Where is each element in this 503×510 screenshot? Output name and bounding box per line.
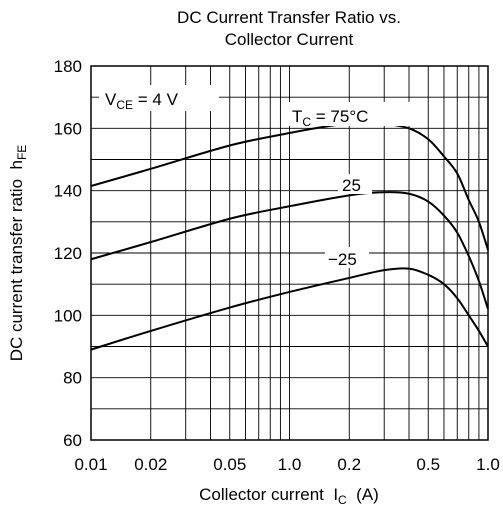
y-tick-label: 160	[54, 119, 82, 138]
plot-frame	[90, 65, 489, 441]
chart-title-line: DC Current Transfer Ratio vs.	[177, 8, 401, 27]
series-label-0: TC = 75°C	[292, 107, 368, 129]
y-tick-label: 100	[54, 306, 82, 325]
y-axis-label: DC current transfer ratio hFE	[7, 145, 29, 362]
series-label-1: 25	[342, 176, 361, 195]
vce-label-bg	[99, 85, 219, 111]
series-label-2: −25	[328, 250, 357, 269]
chart-title-line: Collector Current	[225, 30, 354, 49]
chart-labels: VCE = 4 V TC = 75°C 25 −25	[99, 85, 420, 269]
x-axis-label: Collector current IC (A)	[199, 485, 379, 507]
chart-titles: DC Current Transfer Ratio vs. Collector C…	[177, 8, 401, 49]
x-tick-label: 0.2	[337, 455, 361, 474]
vce-label-part: V	[105, 90, 117, 109]
series-label-0-box-bg	[288, 102, 420, 126]
x-tick-label: 1.0	[476, 455, 500, 474]
series-label-1-part: 25	[342, 176, 361, 195]
y-tick-label: 60	[63, 431, 82, 450]
x-tick-label: 0.5	[416, 455, 440, 474]
y-axis-label-part: FE	[15, 145, 29, 160]
series-label-1-box-bg	[338, 174, 372, 194]
series-line-2	[90, 267, 489, 351]
y-tick-label: 180	[54, 57, 82, 76]
series-label-2-box-bg	[325, 247, 369, 268]
x-tick-label: 1.0	[278, 455, 302, 474]
y-axis-label-part: DC current transfer ratio h	[7, 160, 26, 361]
axis-labels: Collector current IC (A) DC current trans…	[7, 145, 379, 507]
x-axis-label-part: C	[338, 493, 347, 507]
series-label-2-part: −25	[328, 250, 357, 269]
vce-label-part: CE	[116, 98, 133, 112]
x-axis-label-part: (A)	[347, 485, 379, 504]
series-label-0-part: T	[292, 107, 302, 126]
x-tick-label: 0.02	[134, 455, 167, 474]
vce-label-part: = 4 V	[133, 90, 179, 109]
y-tick-label: 120	[54, 244, 82, 263]
series-line-1	[90, 191, 489, 310]
vce-label: VCE = 4 V	[105, 90, 179, 112]
y-tick-label: 80	[63, 369, 82, 388]
tick-labels: 0.01 0.02 0.05 1.0 0.2 0.5 1.0 60 80 100 120 140 160…	[54, 57, 500, 474]
series-label-0-part: = 75°C	[311, 107, 368, 126]
series-label-0-part: C	[302, 115, 311, 129]
y-tick-label: 140	[54, 182, 82, 201]
x-tick-label: 0.05	[213, 455, 246, 474]
x-axis-label-part: Collector current I	[199, 485, 338, 504]
x-tick-label: 0.01	[74, 455, 107, 474]
